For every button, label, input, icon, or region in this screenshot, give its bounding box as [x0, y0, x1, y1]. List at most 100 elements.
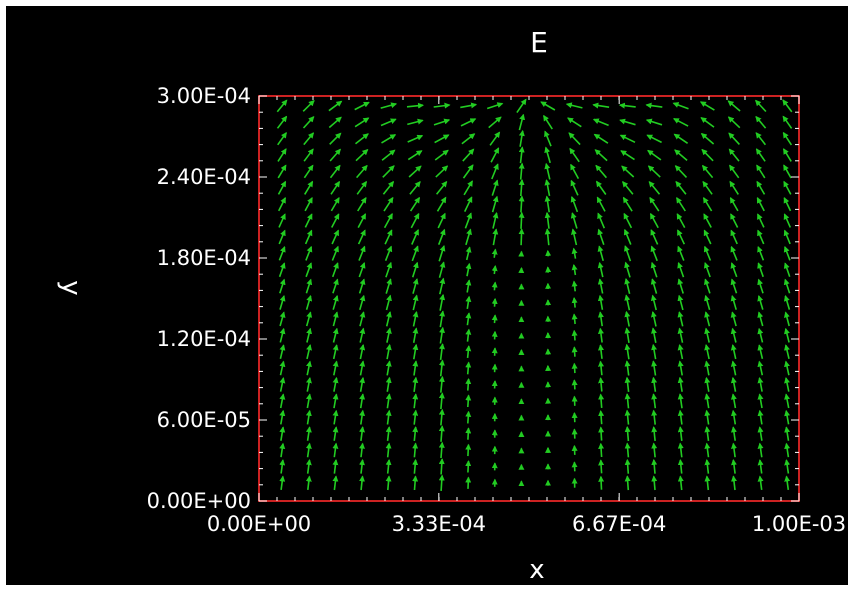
- field-arrow: [677, 409, 684, 425]
- field-arrow: [783, 164, 792, 179]
- field-arrow: [518, 162, 525, 180]
- field-arrow: [598, 475, 605, 490]
- field-arrow: [332, 311, 339, 327]
- field-arrow: [276, 115, 288, 129]
- field-arrow: [730, 393, 737, 409]
- field-arrow: [700, 132, 715, 145]
- field-arrow: [518, 195, 525, 213]
- field-arrow: [359, 393, 366, 409]
- field-arrow: [465, 394, 472, 408]
- field-arrow: [598, 410, 605, 425]
- field-arrow: [624, 294, 631, 311]
- field-arrow: [302, 116, 315, 129]
- field-arrow: [569, 147, 580, 163]
- field-arrow: [597, 311, 604, 327]
- field-arrow: [704, 376, 711, 392]
- field-arrow: [304, 213, 313, 228]
- field-arrow: [651, 343, 657, 360]
- field-arrow: [439, 293, 446, 311]
- field-arrow: [438, 441, 445, 459]
- field-arrow: [438, 359, 445, 377]
- field-arrow: [677, 294, 684, 311]
- field-arrow: [568, 132, 581, 146]
- field-arrow: [704, 278, 711, 294]
- field-arrow: [570, 163, 580, 179]
- field-arrow: [411, 245, 419, 262]
- field-arrow: [730, 294, 737, 310]
- field-arrow: [624, 327, 631, 344]
- field-arrow: [305, 262, 313, 278]
- field-arrow: [385, 409, 392, 425]
- field-arrow: [647, 165, 661, 178]
- field-arrow: [331, 262, 339, 278]
- field-arrow: [436, 196, 447, 212]
- field-arrow: [597, 212, 606, 229]
- field-arrow: [465, 361, 472, 375]
- field-arrow: [465, 279, 472, 293]
- field-arrow: [278, 229, 286, 245]
- field-arrow: [784, 442, 791, 458]
- field-arrow: [489, 131, 501, 146]
- field-arrow: [332, 475, 339, 491]
- field-arrow: [465, 410, 472, 424]
- field-arrow: [673, 133, 689, 144]
- field-arrow: [624, 360, 631, 376]
- field-arrow: [677, 459, 684, 474]
- field-arrow: [279, 311, 286, 327]
- field-arrow: [463, 180, 473, 196]
- field-arrow: [677, 360, 684, 376]
- field-arrow: [624, 442, 631, 458]
- field-arrow: [279, 327, 286, 343]
- field-arrow: [518, 179, 525, 197]
- field-arrow: [329, 164, 341, 179]
- field-arrow: [624, 475, 631, 491]
- field-arrow: [359, 426, 366, 442]
- field-arrow: [730, 442, 737, 458]
- field-arrow: [784, 360, 790, 376]
- field-arrow: [329, 148, 341, 162]
- field-arrow: [647, 149, 662, 161]
- field-arrow: [651, 360, 658, 376]
- field-arrow: [783, 180, 792, 195]
- field-arrow: [438, 458, 445, 475]
- field-arrow: [412, 409, 419, 425]
- field-arrow: [439, 277, 446, 295]
- field-arrow: [385, 442, 392, 458]
- field-arrow: [463, 196, 473, 212]
- field-arrow: [704, 475, 711, 491]
- field-arrow: [491, 179, 499, 196]
- field-arrow: [304, 180, 314, 195]
- field-arrow: [756, 197, 765, 212]
- field-arrow: [278, 245, 286, 261]
- x-tick-label: 3.33E-04: [392, 512, 486, 536]
- field-arrow: [704, 393, 711, 409]
- field-arrow: [757, 229, 765, 245]
- field-arrow: [438, 375, 445, 393]
- field-arrow: [783, 311, 790, 327]
- field-arrow: [623, 228, 632, 245]
- field-arrow: [356, 180, 368, 195]
- field-arrow: [755, 115, 767, 129]
- field-arrow: [731, 475, 737, 491]
- field-arrow: [598, 344, 604, 359]
- field-arrow: [757, 393, 764, 409]
- field-arrow: [703, 229, 712, 245]
- field-arrow: [544, 228, 551, 246]
- field-arrow: [703, 245, 712, 261]
- field-arrow: [544, 211, 551, 229]
- field-arrow: [304, 229, 313, 245]
- field-arrow: [330, 213, 340, 228]
- field-arrow: [464, 212, 473, 229]
- field-arrow: [648, 181, 661, 195]
- field-arrow: [385, 327, 392, 343]
- field-arrow: [332, 327, 339, 343]
- field-arrow: [516, 98, 527, 114]
- field-arrow: [306, 377, 312, 392]
- field-arrow: [409, 196, 421, 212]
- field-arrow: [385, 376, 392, 392]
- vector-arrows: [276, 98, 793, 491]
- field-arrow: [518, 146, 525, 164]
- field-arrow: [439, 326, 446, 344]
- field-arrow: [784, 393, 790, 409]
- field-arrow: [465, 460, 472, 473]
